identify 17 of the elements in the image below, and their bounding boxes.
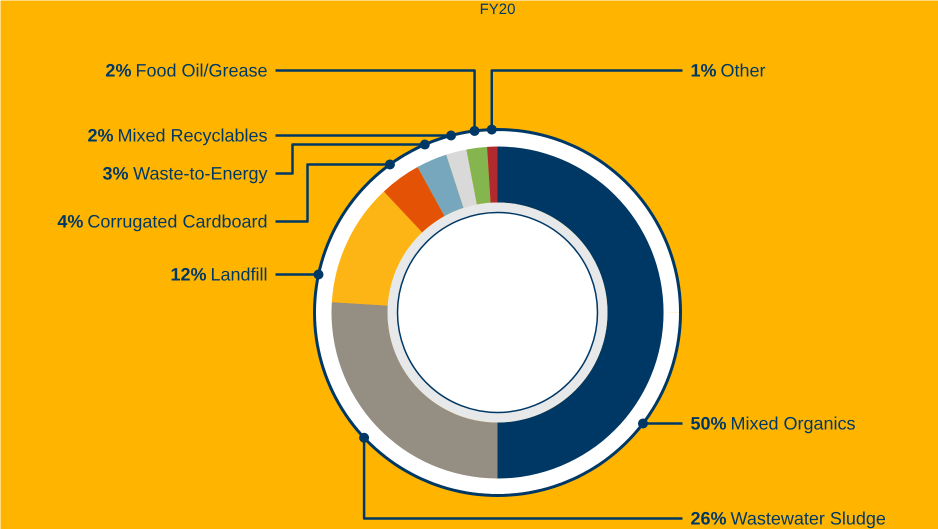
slice-label: Waste-to-Energy (133, 164, 268, 184)
slice-label: Wastewater Sludge (730, 508, 886, 528)
data-label: 50% (690, 414, 727, 434)
data-label: 1% (690, 60, 717, 80)
slice-label: Mixed Recyclables (117, 126, 268, 146)
data-label: 26% (690, 508, 727, 528)
slice-label: Mixed Organics (730, 414, 856, 434)
chart-title: FY20 (480, 1, 516, 18)
data-label: 2% (87, 126, 114, 146)
slice-label: Corrugated Cardboard (87, 212, 268, 232)
slice-label: Other (720, 60, 766, 80)
slice-label: Food Oil/Grease (135, 60, 268, 80)
slice-label: Landfill (210, 264, 268, 284)
data-label: 4% (57, 212, 84, 232)
data-label: 2% (105, 60, 132, 80)
data-label: 12% (170, 264, 206, 284)
data-label: 3% (102, 164, 128, 184)
